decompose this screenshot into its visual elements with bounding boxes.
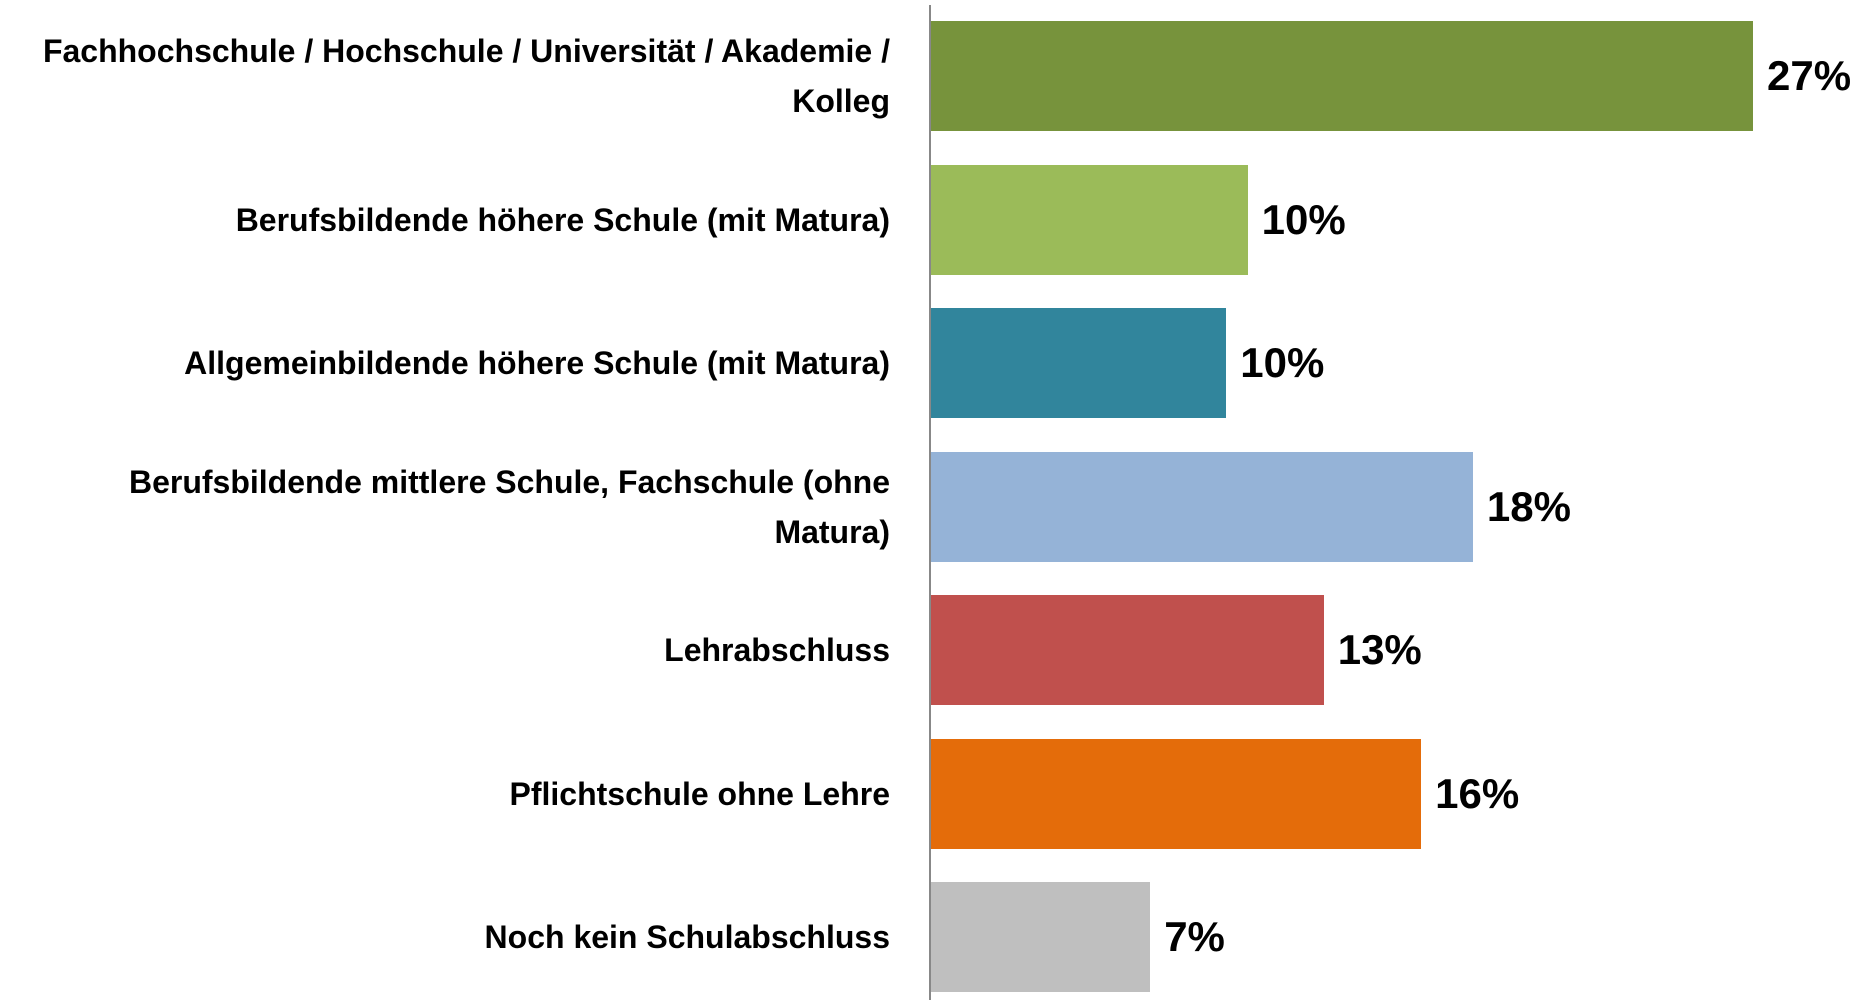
- value-label: 13%: [1337, 626, 1422, 673]
- category-label: Berufsbildende höhere Schule (mit Matura…: [235, 201, 890, 238]
- bar: [931, 164, 1248, 275]
- bar: [931, 308, 1227, 418]
- category-label: Lehrabschluss: [664, 632, 890, 668]
- bar: [931, 21, 1753, 131]
- bar: [931, 451, 1473, 562]
- bar: [931, 738, 1422, 849]
- category-label: Pflichtschule ohne Lehre: [509, 775, 890, 812]
- category-label: Fachhochschule / Hochschule / Universitä…: [42, 33, 890, 119]
- value-label: 10%: [1261, 195, 1346, 243]
- category-label: Noch kein Schulabschluss: [484, 919, 890, 955]
- category-axis: [929, 5, 931, 1000]
- value-label: 18%: [1486, 482, 1571, 530]
- value-label: 16%: [1435, 769, 1520, 817]
- category-label: Berufsbildende mittlere Schule, Fachschu…: [128, 463, 890, 550]
- bar: [931, 882, 1151, 992]
- category-label: Allgemeinbildende höhere Schule (mit Mat…: [184, 345, 890, 381]
- bar: [931, 595, 1324, 705]
- value-label: 7%: [1164, 913, 1225, 960]
- value-label: 27%: [1767, 52, 1852, 99]
- value-label: 10%: [1240, 339, 1325, 386]
